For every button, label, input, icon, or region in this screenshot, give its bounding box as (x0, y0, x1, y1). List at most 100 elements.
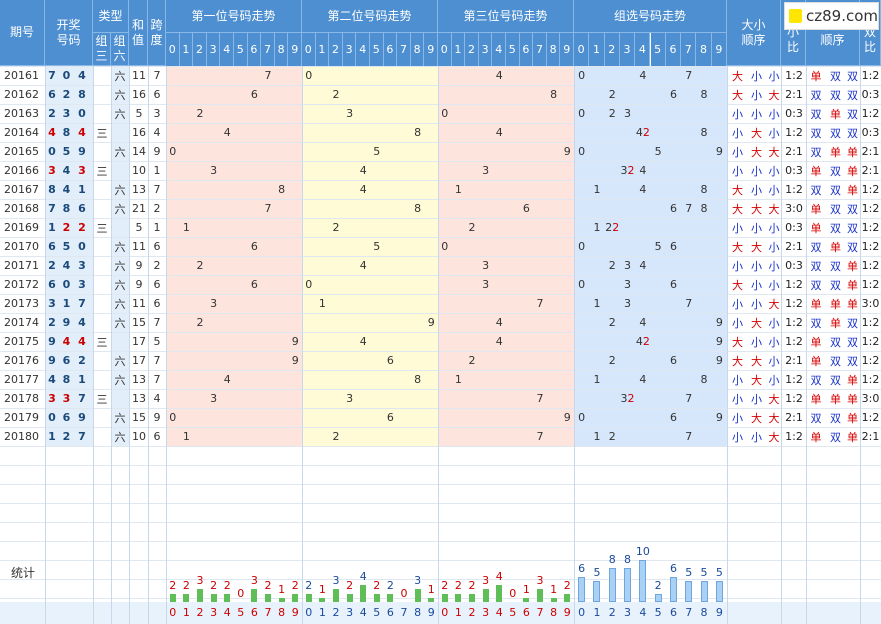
col-line (111, 66, 112, 624)
group-stat-bar (624, 568, 632, 602)
pos2-stat-axis-digit: 6 (386, 606, 394, 619)
bigsmall-ratio: 0:3 (785, 164, 803, 177)
oddeven-ratio: 1:2 (861, 335, 880, 348)
row-line (0, 104, 881, 105)
col-line (727, 66, 728, 624)
bigsmall-mark: 小 (768, 259, 780, 273)
pos2-digit-header: 8 (410, 33, 425, 66)
row-line (0, 446, 881, 447)
row-line (0, 85, 881, 86)
group-stat-axis-digit: 7 (685, 606, 693, 619)
draw-digit: 6 (62, 354, 71, 367)
site-logo[interactable]: cz89.com (784, 2, 879, 30)
header-pos2: 第二位号码走势 (302, 0, 438, 33)
oddeven-mark: 单 (810, 69, 822, 83)
oddeven-mark: 双 (830, 259, 841, 273)
group-stat-bar (715, 581, 723, 602)
pos2-marker: 4 (359, 164, 367, 177)
group-marker-digit: 5 (654, 240, 662, 253)
oddeven-mark: 单 (830, 316, 841, 330)
draw-digit: 7 (48, 69, 56, 82)
row-line (0, 218, 881, 219)
sum-value: 11 (132, 69, 146, 82)
bigsmall-mark: 小 (768, 240, 780, 254)
oddeven-mark: 双 (810, 411, 822, 425)
pos3-stat-axis-digit: 0 (441, 606, 449, 619)
sum-value: 17 (132, 354, 146, 367)
sum-value: 11 (132, 297, 146, 310)
pos1-stat-count: 2 (264, 578, 272, 592)
pos3-marker: 9 (563, 411, 571, 424)
oddeven-ratio: 1:2 (861, 373, 880, 386)
group-marker-digit: 6 (669, 88, 677, 101)
col-line (166, 66, 167, 624)
pos3-marker: 0 (441, 240, 449, 253)
oddeven-mark: 双 (810, 259, 822, 273)
pos2-stat-bar (319, 597, 326, 602)
row-line (0, 142, 881, 143)
draw-digit: 8 (62, 373, 71, 386)
group-digit-header: 3 (619, 33, 636, 66)
group-marker-digit: 7 (685, 297, 693, 310)
row-line (0, 427, 881, 428)
group-marker-digit: 9 (715, 335, 723, 348)
bigsmall-mark: 大 (768, 88, 780, 102)
bigsmall-mark: 小 (751, 335, 762, 349)
type-group6: 六 (114, 430, 126, 444)
sum-value: 16 (132, 126, 146, 139)
bigsmall-mark: 小 (732, 373, 743, 387)
oddeven-mark: 双 (847, 221, 858, 235)
draw-digit: 9 (48, 354, 56, 367)
group-digit-header: 6 (665, 33, 682, 66)
group-marker: 3 (620, 294, 635, 313)
group-marker-digit: 4 (639, 373, 647, 386)
group-marker-digit: 3 (624, 107, 632, 120)
oddeven-mark: 单 (830, 145, 841, 159)
draw-digit: 8 (62, 126, 71, 139)
group-stat-bar (578, 576, 586, 602)
group-digit-header: 0 (574, 33, 590, 66)
draw-digit: 2 (62, 88, 71, 101)
group-marker-digit: 8 (700, 183, 708, 196)
group-marker-count: 2 (642, 335, 650, 348)
draw-digit: 4 (62, 335, 71, 348)
header-span: 跨度 (148, 0, 166, 66)
bigsmall-mark: 大 (768, 145, 780, 159)
oddeven-mark: 双 (810, 278, 822, 292)
group-marker-digit: 2 (605, 221, 613, 234)
group-marker-digit: 4 (639, 69, 647, 82)
pos1-stat-count: 3 (196, 574, 204, 588)
pos2-digit-header: 0 (302, 33, 316, 66)
pos1-marker: 3 (210, 392, 218, 405)
oddeven-mark: 双 (830, 335, 841, 349)
draw-digit: 8 (48, 183, 56, 196)
row-line (0, 332, 881, 333)
bigsmall-ratio: 1:2 (785, 430, 803, 443)
group-marker-digit: 0 (578, 240, 586, 253)
group-marker: 7 (681, 66, 696, 85)
pos3-stat-bar (469, 593, 475, 602)
span-value: 6 (153, 88, 161, 101)
pos1-digit-header: 6 (247, 33, 262, 66)
pos3-marker: 9 (563, 145, 571, 158)
group-stat-count: 10 (635, 545, 650, 558)
pos2-marker: 4 (359, 259, 367, 272)
group-stat-bar (685, 581, 693, 602)
pos1-marker: 9 (291, 354, 299, 367)
group-stat-axis-digit: 2 (608, 606, 616, 619)
group-marker: 8 (696, 370, 711, 389)
draw-digit: 1 (62, 297, 71, 310)
group-marker: 7 (681, 427, 696, 446)
draw-digit: 3 (78, 259, 86, 272)
bigsmall-mark: 小 (751, 278, 762, 292)
pos1-marker: 0 (169, 145, 177, 158)
draw-digit: 7 (48, 202, 56, 215)
oddeven-mark: 双 (810, 373, 822, 387)
group-marker: 6 (666, 275, 681, 294)
issue-number: 20172 (4, 278, 39, 291)
pos1-stat-axis-digit: 8 (278, 606, 286, 619)
pos3-stat-axis-digit: 5 (509, 606, 517, 619)
pos2-stat-axis-digit: 8 (414, 606, 422, 619)
group-marker: 9 (712, 142, 727, 161)
